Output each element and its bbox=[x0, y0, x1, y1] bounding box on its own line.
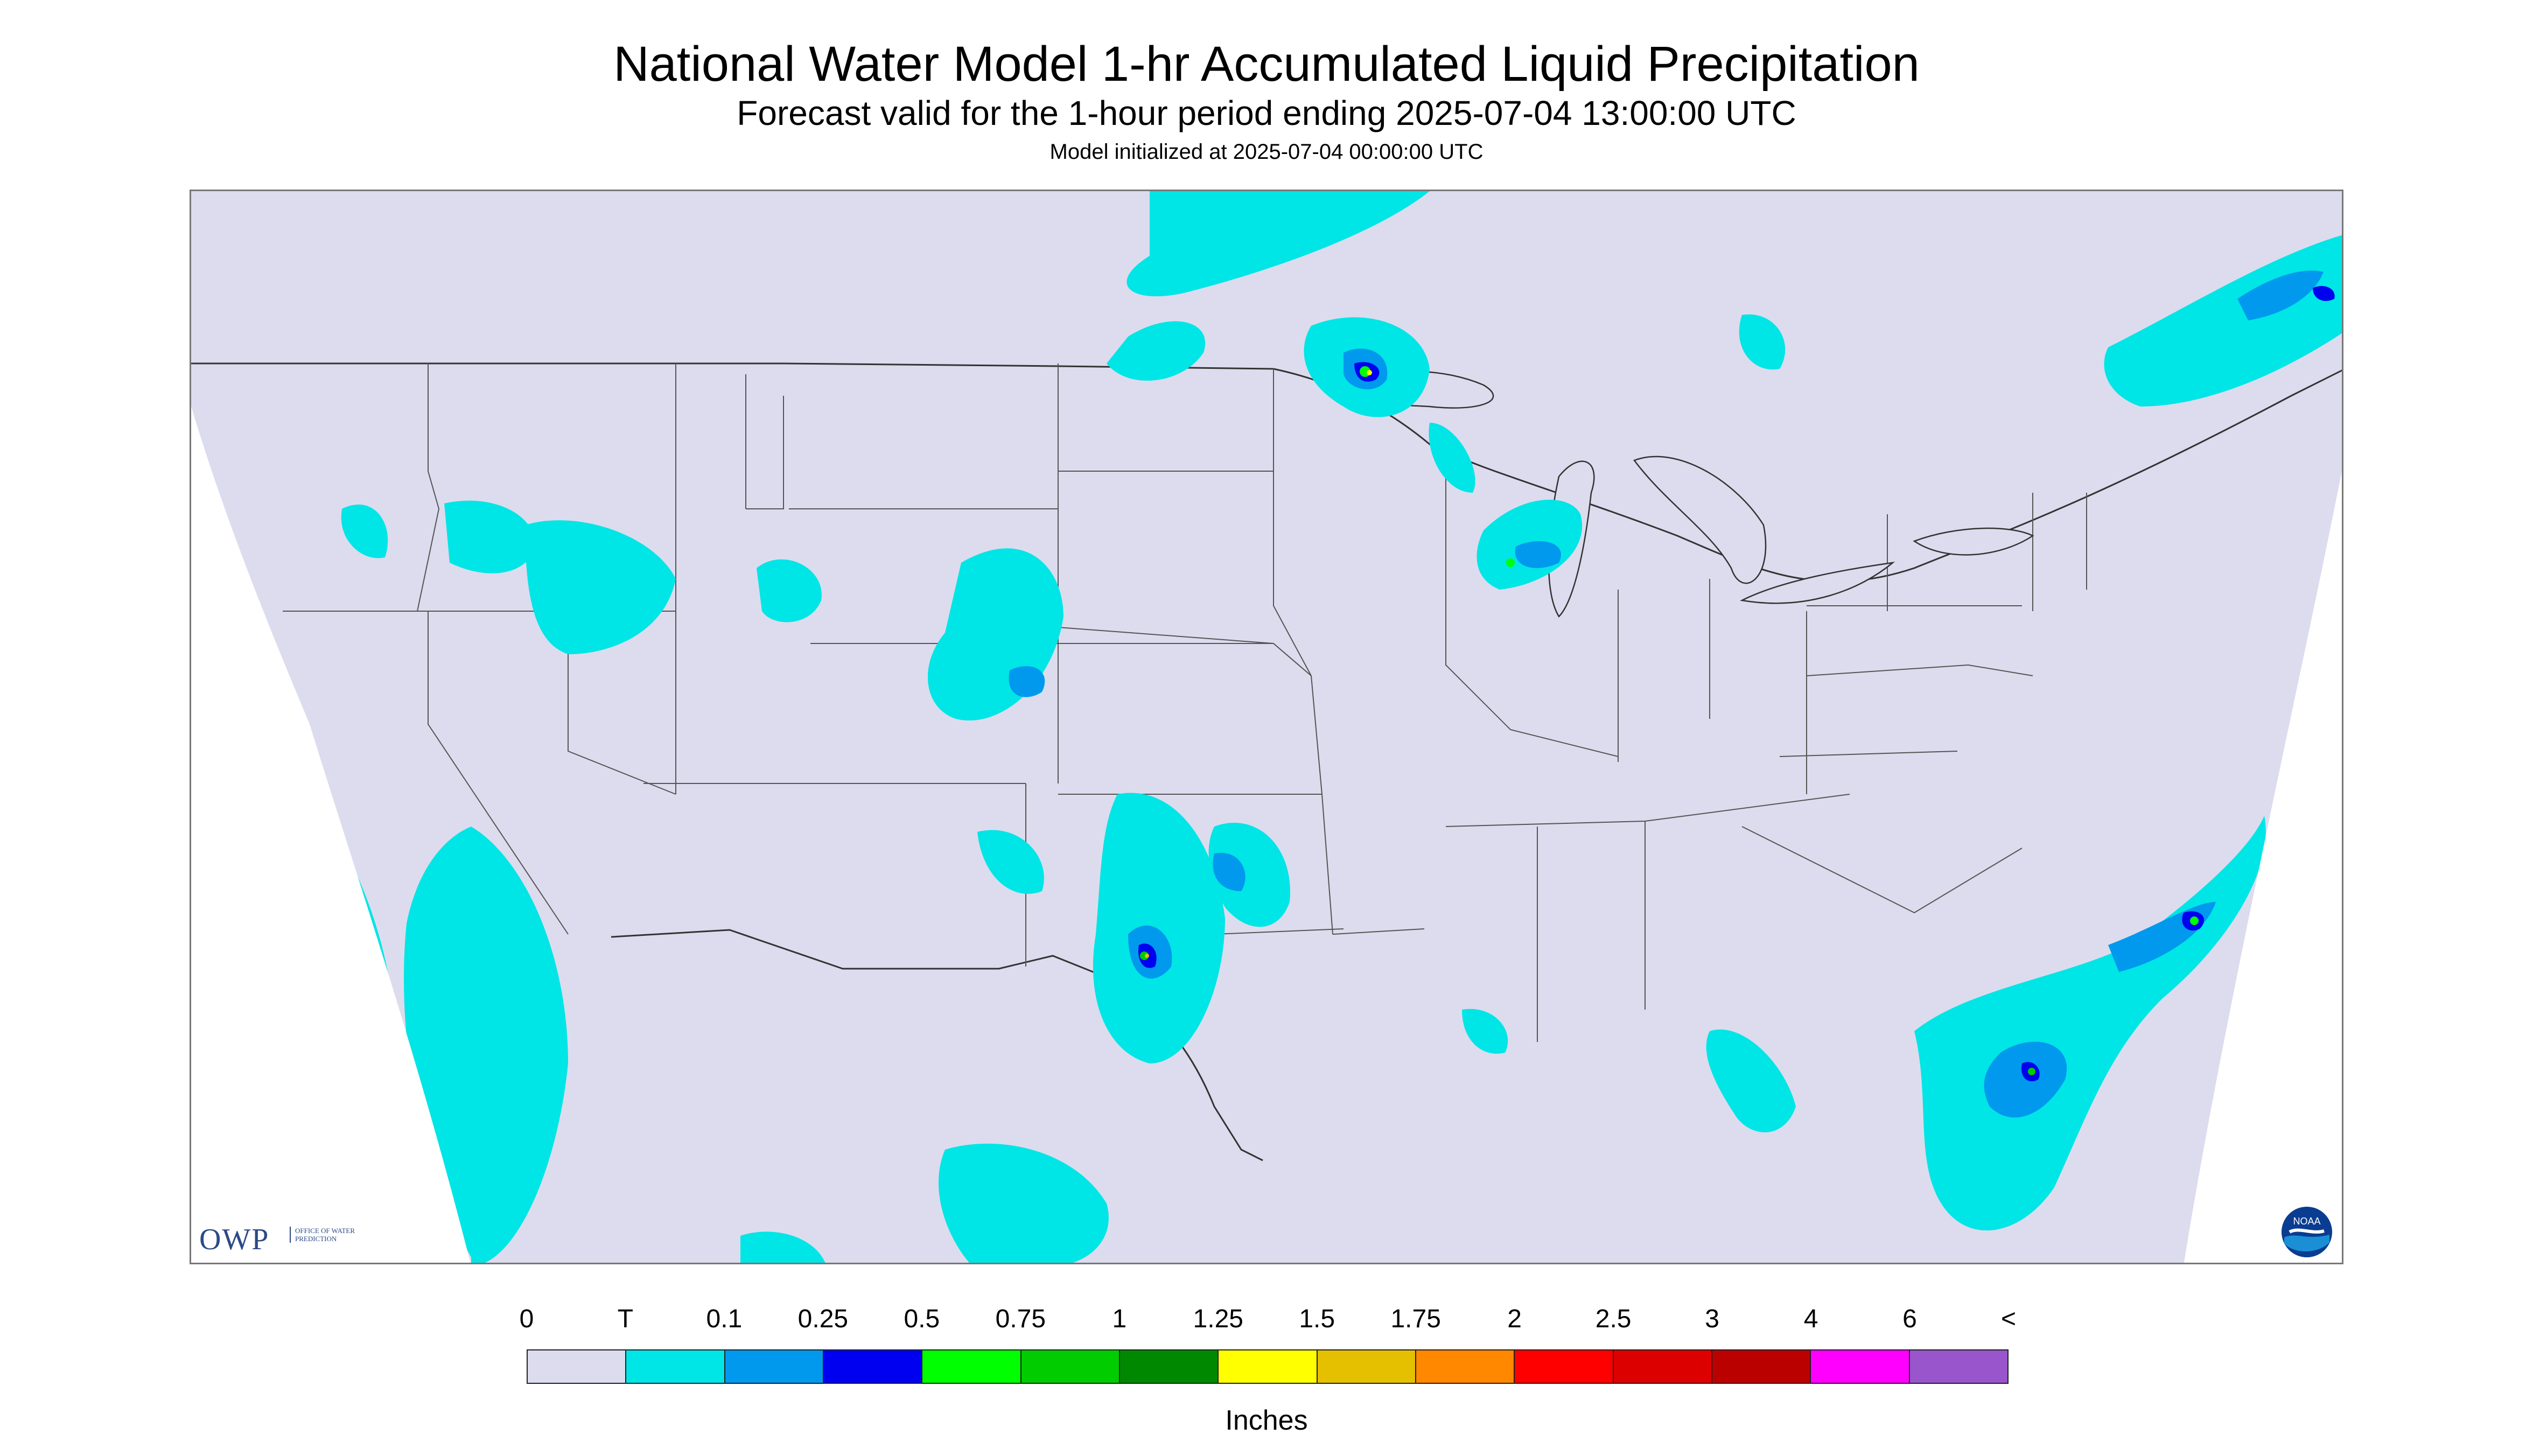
legend-label: 4 bbox=[1803, 1305, 1818, 1333]
legend-label: 2.5 bbox=[1595, 1305, 1632, 1333]
legend-label: 6 bbox=[1902, 1305, 1917, 1333]
state-borders bbox=[283, 363, 2087, 1042]
model-init-time: Model initialized at 2025-07-04 00:00:00… bbox=[1049, 140, 1484, 164]
legend-swatch bbox=[528, 1350, 627, 1383]
legend-label: < bbox=[2000, 1305, 2017, 1333]
legend-swatch bbox=[922, 1350, 1021, 1383]
legend-swatch bbox=[1515, 1350, 1614, 1383]
legend-label: T bbox=[617, 1305, 634, 1333]
map-subtitle: Forecast valid for the 1-hour period end… bbox=[737, 94, 1796, 132]
legend-label: 2 bbox=[1507, 1305, 1522, 1333]
precip-peak-cells bbox=[1140, 366, 2199, 1075]
legend-label: 0.5 bbox=[904, 1305, 940, 1333]
precipitation-map bbox=[190, 190, 2343, 1264]
projection-edge-right bbox=[2184, 471, 2342, 1263]
legend-swatch bbox=[1219, 1350, 1318, 1383]
legend-label: 1.5 bbox=[1299, 1305, 1335, 1333]
owp-logo-text: Office of Water Prediction bbox=[290, 1227, 376, 1243]
legend-label: 0.25 bbox=[797, 1305, 849, 1333]
map-title: National Water Model 1-hr Accumulated Li… bbox=[613, 37, 1920, 92]
legend-swatch bbox=[626, 1350, 725, 1383]
legend-label: 1.75 bbox=[1390, 1305, 1441, 1333]
legend-color-bar bbox=[527, 1349, 2009, 1384]
legend-swatch bbox=[1909, 1350, 2007, 1383]
noaa-logo: NOAA bbox=[2280, 1205, 2334, 1259]
owp-logo-mark: OWP bbox=[199, 1223, 270, 1256]
legend-swatch bbox=[1021, 1350, 1120, 1383]
owp-logo: OWP Office of Water Prediction bbox=[199, 1223, 372, 1256]
legend-label: 1.25 bbox=[1193, 1305, 1243, 1333]
legend-label: 0.1 bbox=[706, 1305, 743, 1333]
projection-edge-left bbox=[191, 407, 471, 1263]
legend-swatch bbox=[1317, 1350, 1416, 1383]
legend-swatch bbox=[725, 1350, 824, 1383]
precip-light-areas bbox=[1009, 270, 2324, 1118]
legend-swatch bbox=[1119, 1350, 1219, 1383]
legend-swatch bbox=[1811, 1350, 1910, 1383]
legend-units: Inches bbox=[1225, 1405, 1308, 1436]
legend-swatch bbox=[1613, 1350, 1712, 1383]
legend-swatch bbox=[1712, 1350, 1811, 1383]
legend-swatch bbox=[1416, 1350, 1515, 1383]
precip-legend: 0 T 0.1 0.25 0.5 0.75 1 1.25 1.5 1.75 2 2.5 3 4 6 < Inc… bbox=[0, 1292, 2533, 1443]
legend-swatch bbox=[823, 1350, 923, 1383]
legend-label: 3 bbox=[1705, 1305, 1719, 1333]
legend-label: 0.75 bbox=[995, 1305, 1046, 1333]
legend-label: 1 bbox=[1112, 1305, 1127, 1333]
map-domain bbox=[191, 191, 2342, 1263]
noaa-logo-text: NOAA bbox=[2293, 1216, 2320, 1227]
legend-label: 0 bbox=[519, 1305, 534, 1333]
map-svg bbox=[191, 191, 2342, 1263]
